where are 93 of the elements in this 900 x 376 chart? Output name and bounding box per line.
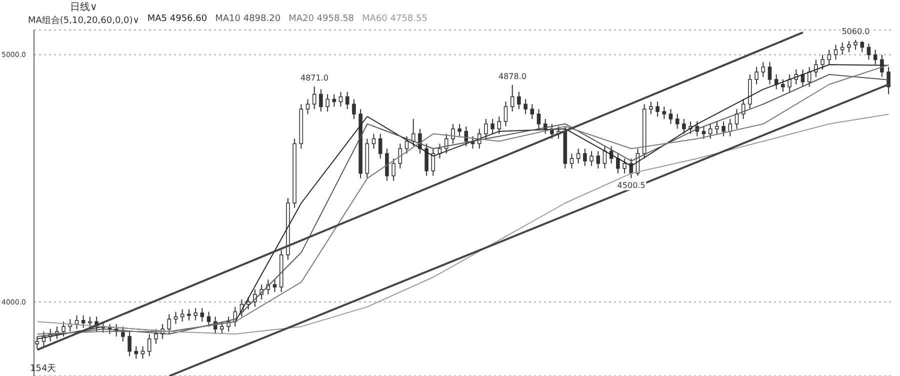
candlestick xyxy=(352,98,356,120)
text: 日线∨ xyxy=(69,0,98,14)
candlestick xyxy=(854,39,858,50)
candlestick xyxy=(464,126,468,147)
candlestick xyxy=(866,43,871,60)
text: MA20 4958.58 xyxy=(288,14,354,26)
text: MA5 4956.60 xyxy=(147,14,208,26)
candlestick xyxy=(62,321,66,337)
annotation: 4878.0 xyxy=(498,72,526,81)
candlestick xyxy=(134,346,138,360)
candlestick xyxy=(424,143,428,176)
candlestick xyxy=(886,66,890,95)
candlestick xyxy=(583,148,587,166)
candlestick xyxy=(319,88,323,112)
candlestick xyxy=(504,101,508,127)
candlestick xyxy=(590,150,594,166)
candlestick xyxy=(404,136,409,154)
candlestick xyxy=(121,326,125,342)
candlestick xyxy=(326,94,330,112)
candlestick xyxy=(616,153,620,174)
candlestick xyxy=(81,314,86,328)
candlestick xyxy=(675,114,680,130)
candlestick xyxy=(708,123,712,140)
candlestick xyxy=(490,118,494,134)
candlestick xyxy=(194,308,198,321)
candlestick xyxy=(873,49,878,66)
candlestick xyxy=(602,146,607,169)
candlestick xyxy=(206,311,211,328)
candlestick xyxy=(392,158,396,182)
candlestick xyxy=(682,118,686,134)
candlestick xyxy=(372,133,376,150)
candlestick xyxy=(715,120,719,134)
candlestick xyxy=(722,120,726,137)
candlestick xyxy=(458,123,462,137)
candlestick xyxy=(187,308,191,321)
candlestick xyxy=(847,40,851,53)
candlestick xyxy=(576,148,580,164)
candlestick xyxy=(530,104,534,120)
candlestick xyxy=(656,101,660,117)
candlestick xyxy=(517,91,521,110)
candlestick xyxy=(226,316,230,332)
candlestick xyxy=(154,328,158,344)
candlestick xyxy=(768,62,772,85)
candlestick xyxy=(820,54,824,70)
candlestick xyxy=(827,49,832,66)
candlestick xyxy=(444,133,448,154)
annotation: 5060.0 xyxy=(842,26,870,36)
candlestick xyxy=(570,153,574,169)
candlestick xyxy=(431,148,436,176)
candlestick xyxy=(128,331,132,357)
candlestick xyxy=(312,86,316,110)
candlestick xyxy=(781,78,785,92)
candlestick xyxy=(385,148,389,182)
candlestick xyxy=(338,91,343,108)
candlestick xyxy=(147,333,152,357)
candlestick xyxy=(814,59,818,78)
candlestick xyxy=(200,308,204,322)
line-series xyxy=(36,114,890,334)
candlestick xyxy=(180,308,184,322)
candlestick xyxy=(649,101,653,115)
candlestick xyxy=(761,62,766,78)
candlestick xyxy=(88,316,92,328)
candlestick xyxy=(253,289,257,308)
candlestick xyxy=(345,91,350,110)
candlestick xyxy=(411,118,416,147)
text: MA组合(5,10,20,60,0,0)∨ xyxy=(28,14,140,28)
candlestick xyxy=(220,321,224,334)
candlestick xyxy=(596,150,600,169)
candlestick xyxy=(788,74,792,92)
candlestick xyxy=(246,296,250,310)
candlestick xyxy=(860,40,864,53)
annotation: 4871.0 xyxy=(300,74,328,83)
candlestick xyxy=(332,94,336,108)
text: MA60 4758.55 xyxy=(362,14,428,26)
candlestick xyxy=(524,98,528,115)
candlestick xyxy=(497,116,502,134)
candlestick xyxy=(484,118,488,140)
candlestick xyxy=(622,158,626,174)
candlestick xyxy=(167,314,172,334)
candlestick xyxy=(754,66,758,85)
annotation: 4500.5 xyxy=(617,181,646,190)
candlestick xyxy=(834,44,838,60)
candlestick xyxy=(536,108,541,130)
candlestick xyxy=(662,106,666,120)
candlestick xyxy=(272,279,277,292)
candlestick xyxy=(35,336,40,350)
candlestick xyxy=(398,143,402,169)
candlestick xyxy=(668,108,673,124)
candlestick xyxy=(306,98,310,115)
candlestick xyxy=(510,84,514,112)
candlestick xyxy=(451,123,455,144)
text: MA10 4898.20 xyxy=(215,14,281,26)
candlestick xyxy=(378,133,382,160)
